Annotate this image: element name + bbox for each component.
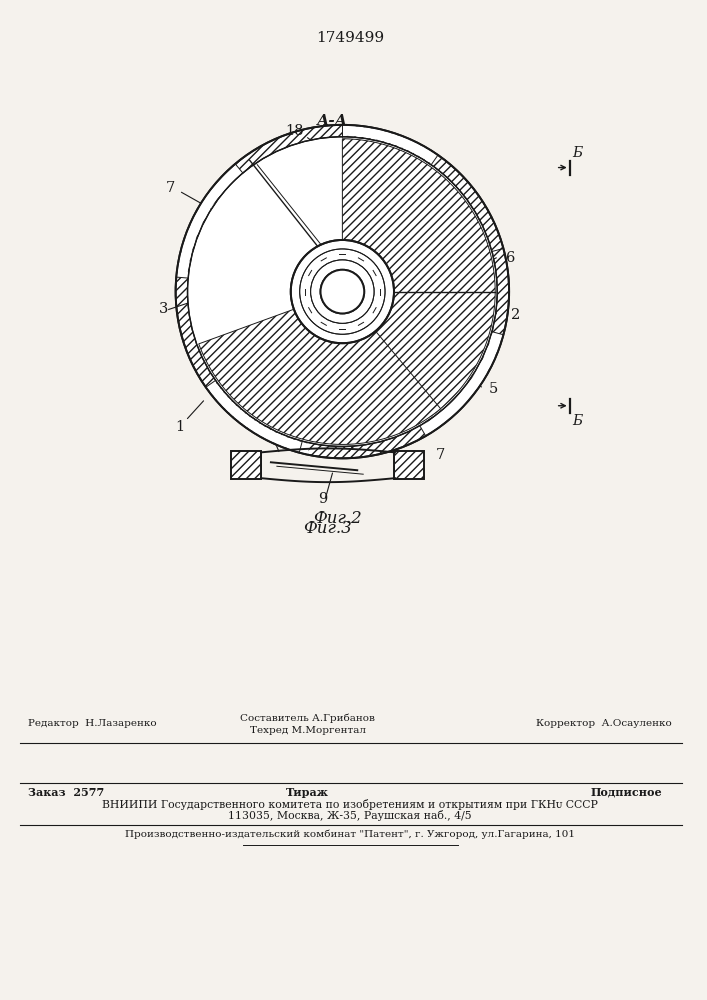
Polygon shape xyxy=(206,381,310,454)
Text: 5: 5 xyxy=(489,382,498,396)
Circle shape xyxy=(175,125,509,458)
Text: Корректор  А.Осауленко: Корректор А.Осауленко xyxy=(536,719,672,728)
Text: Б: Б xyxy=(573,414,583,428)
Text: 1: 1 xyxy=(175,420,185,434)
Text: 7: 7 xyxy=(165,181,175,195)
Polygon shape xyxy=(189,139,342,292)
Text: Подписное: Подписное xyxy=(590,787,662,798)
Text: 7: 7 xyxy=(436,448,445,462)
Polygon shape xyxy=(342,139,495,417)
Circle shape xyxy=(300,249,385,334)
Polygon shape xyxy=(420,332,503,435)
Text: Фиг.3: Фиг.3 xyxy=(303,520,352,537)
Circle shape xyxy=(320,270,364,313)
Text: Техред М.Моргентал: Техред М.Моргентал xyxy=(250,726,366,735)
Text: Составитель А.Грибанов: Составитель А.Грибанов xyxy=(240,714,375,723)
Circle shape xyxy=(187,137,497,446)
Text: Б-Б: Б-Б xyxy=(311,409,344,423)
Text: 18: 18 xyxy=(285,124,303,138)
Polygon shape xyxy=(342,126,438,164)
Text: Тираж: Тираж xyxy=(286,787,329,798)
Circle shape xyxy=(320,270,364,313)
Text: 3: 3 xyxy=(159,302,168,316)
Bar xyxy=(394,451,423,479)
Circle shape xyxy=(310,260,374,323)
Polygon shape xyxy=(199,292,440,444)
Circle shape xyxy=(189,138,496,445)
Text: 5: 5 xyxy=(361,417,370,431)
Text: 5: 5 xyxy=(267,417,276,431)
Polygon shape xyxy=(177,165,243,278)
Polygon shape xyxy=(210,292,419,444)
Circle shape xyxy=(189,139,495,444)
Text: 2: 2 xyxy=(511,308,520,322)
Text: 113035, Москва, Ж-35, Раушская наб., 4/5: 113035, Москва, Ж-35, Раушская наб., 4/5 xyxy=(228,810,472,821)
Text: 1749499: 1749499 xyxy=(316,31,385,45)
Text: А-А: А-А xyxy=(317,114,348,128)
Text: Редактор  Н.Лазаренко: Редактор Н.Лазаренко xyxy=(28,719,156,728)
Text: 9: 9 xyxy=(318,492,327,506)
Text: Заказ  2577: Заказ 2577 xyxy=(28,787,104,798)
Text: Б: Б xyxy=(573,146,583,160)
Text: ВНИИПИ Государственного комитета по изобретениям и открытиям при ГКНᴜ СССР: ВНИИПИ Государственного комитета по изоб… xyxy=(103,799,598,810)
Text: Производственно-издательский комбинат "Патент", г. Ужгород, ул.Гагарина, 101: Производственно-издательский комбинат "П… xyxy=(125,829,575,839)
Circle shape xyxy=(291,240,394,343)
Bar xyxy=(231,451,261,479)
Text: 6: 6 xyxy=(506,251,515,265)
Text: Фиг.2: Фиг.2 xyxy=(313,510,362,527)
